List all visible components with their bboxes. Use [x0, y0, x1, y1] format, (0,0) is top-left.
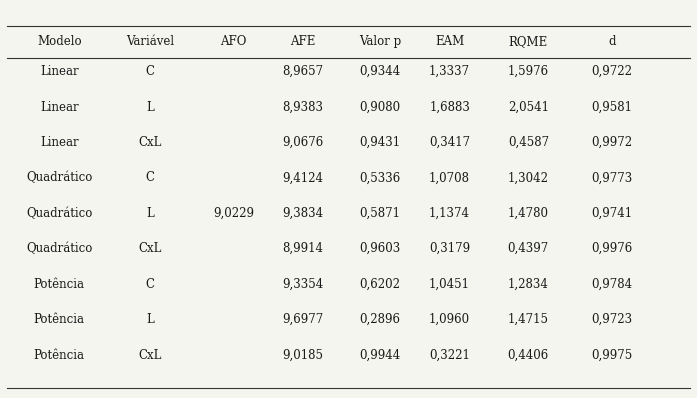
Text: Potência: Potência — [33, 278, 85, 291]
Text: AFO: AFO — [220, 35, 247, 48]
Text: 0,4587: 0,4587 — [507, 136, 549, 149]
Text: 9,0229: 9,0229 — [213, 207, 254, 220]
Text: 0,9603: 0,9603 — [359, 242, 401, 255]
Text: L: L — [146, 207, 154, 220]
Text: 9,0676: 9,0676 — [282, 136, 324, 149]
Text: 9,3834: 9,3834 — [282, 207, 324, 220]
Text: Valor p: Valor p — [359, 35, 401, 48]
Text: 0,3179: 0,3179 — [429, 242, 470, 255]
Text: 2,0541: 2,0541 — [508, 101, 549, 113]
Text: 0,4406: 0,4406 — [507, 349, 549, 361]
Text: 1,4715: 1,4715 — [508, 313, 549, 326]
Text: 1,3337: 1,3337 — [429, 65, 470, 78]
Text: 0,9975: 0,9975 — [591, 349, 633, 361]
Text: EAM: EAM — [435, 35, 464, 48]
Text: CxL: CxL — [138, 136, 162, 149]
Text: C: C — [146, 278, 154, 291]
Text: Quadrático: Quadrático — [26, 207, 93, 220]
Text: 9,4124: 9,4124 — [283, 172, 323, 184]
Text: Potência: Potência — [33, 349, 85, 361]
Text: L: L — [146, 313, 154, 326]
Text: 1,5976: 1,5976 — [507, 65, 549, 78]
Text: 0,9944: 0,9944 — [359, 349, 401, 361]
Text: 0,3417: 0,3417 — [429, 136, 470, 149]
Text: 1,6883: 1,6883 — [429, 101, 470, 113]
Text: Linear: Linear — [40, 65, 79, 78]
Text: 0,9722: 0,9722 — [592, 65, 632, 78]
Text: 0,9431: 0,9431 — [359, 136, 401, 149]
Text: 1,0708: 1,0708 — [429, 172, 470, 184]
Text: Linear: Linear — [40, 136, 79, 149]
Text: AFE: AFE — [291, 35, 316, 48]
Text: CxL: CxL — [138, 242, 162, 255]
Text: 0,4397: 0,4397 — [507, 242, 549, 255]
Text: Modelo: Modelo — [37, 35, 82, 48]
Text: L: L — [146, 101, 154, 113]
Text: Variável: Variável — [125, 35, 174, 48]
Text: Quadrático: Quadrático — [26, 172, 93, 184]
Text: C: C — [146, 65, 154, 78]
Text: 9,6977: 9,6977 — [282, 313, 324, 326]
Text: 8,9914: 8,9914 — [283, 242, 323, 255]
Text: 0,9784: 0,9784 — [591, 278, 633, 291]
Text: C: C — [146, 172, 154, 184]
Text: CxL: CxL — [138, 349, 162, 361]
Text: 1,2834: 1,2834 — [508, 278, 549, 291]
Text: 1,0960: 1,0960 — [429, 313, 470, 326]
Text: 0,5871: 0,5871 — [360, 207, 400, 220]
Text: 1,0451: 1,0451 — [429, 278, 470, 291]
Text: Quadrático: Quadrático — [26, 242, 93, 255]
Text: 0,9581: 0,9581 — [592, 101, 632, 113]
Text: 8,9657: 8,9657 — [282, 65, 324, 78]
Text: 0,9976: 0,9976 — [591, 242, 633, 255]
Text: 9,0185: 9,0185 — [283, 349, 323, 361]
Text: 0,9972: 0,9972 — [591, 136, 633, 149]
Text: Potência: Potência — [33, 313, 85, 326]
Text: 1,4780: 1,4780 — [508, 207, 549, 220]
Text: RQME: RQME — [509, 35, 548, 48]
Text: 9,3354: 9,3354 — [282, 278, 324, 291]
Text: 0,3221: 0,3221 — [429, 349, 470, 361]
Text: d: d — [608, 35, 615, 48]
Text: 1,1374: 1,1374 — [429, 207, 470, 220]
Text: 0,6202: 0,6202 — [360, 278, 400, 291]
Text: 0,9723: 0,9723 — [591, 313, 633, 326]
Text: 0,9080: 0,9080 — [359, 101, 401, 113]
Text: 8,9383: 8,9383 — [283, 101, 323, 113]
Text: 0,9741: 0,9741 — [591, 207, 633, 220]
Text: 1,3042: 1,3042 — [508, 172, 549, 184]
Text: 0,9344: 0,9344 — [359, 65, 401, 78]
Text: 0,5336: 0,5336 — [359, 172, 401, 184]
Text: Linear: Linear — [40, 101, 79, 113]
Text: 0,2896: 0,2896 — [360, 313, 400, 326]
Text: 0,9773: 0,9773 — [591, 172, 633, 184]
